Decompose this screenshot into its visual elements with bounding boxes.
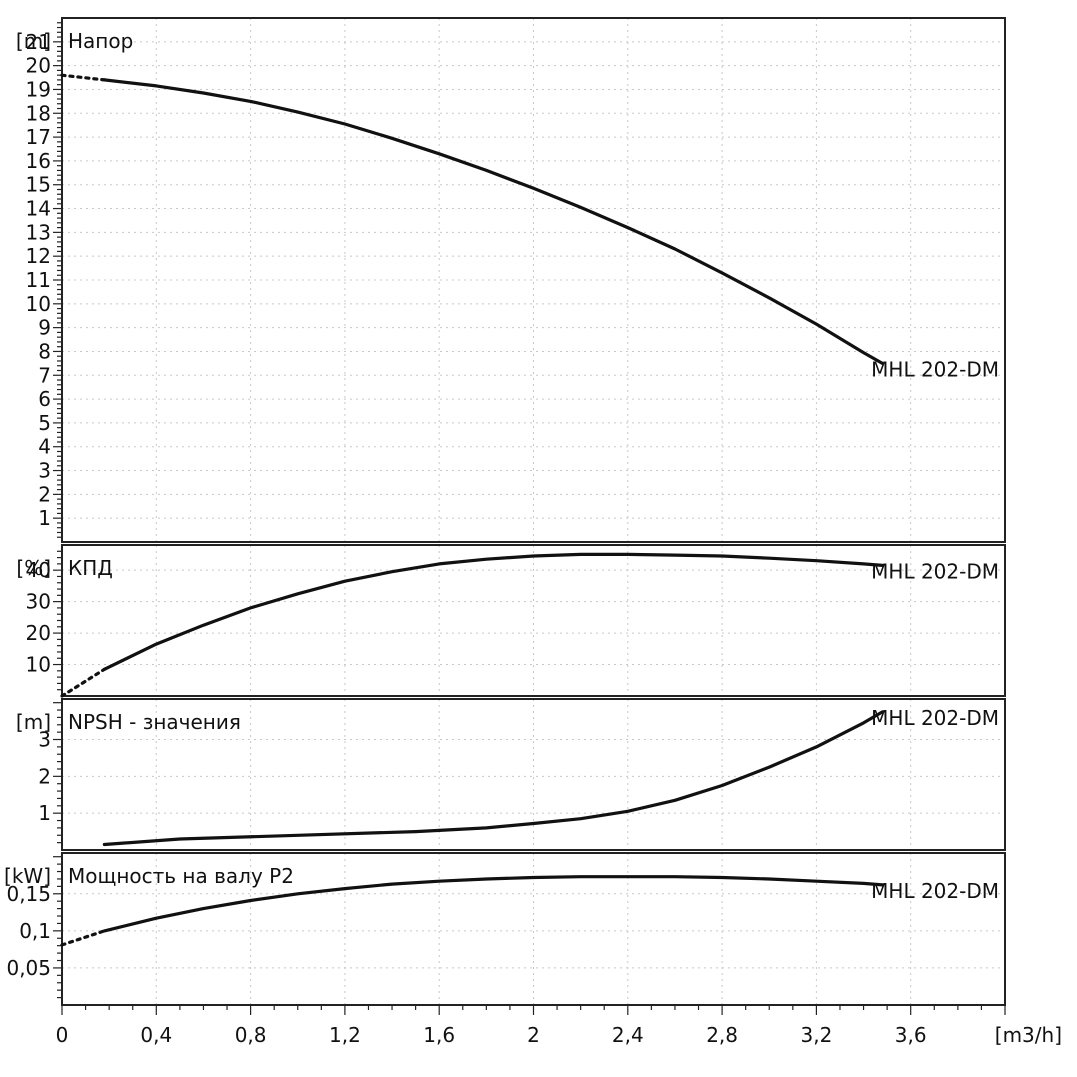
panel-2: 10 20 30 40[%] КПД MHL 202-DM [16, 544, 1006, 698]
y-tick-label: 6 [38, 387, 51, 411]
panel-frame [61, 698, 1006, 851]
y-tick-label: 16 [26, 149, 51, 173]
y-tick-label: 0,05 [6, 956, 51, 980]
y-tick-label: 3 [38, 459, 51, 483]
x-tick-label: 2,8 [706, 1023, 738, 1047]
y-tick-label: 17 [26, 125, 51, 149]
x-tick-label: 2,4 [612, 1023, 644, 1047]
y-tick-label: 3 [38, 728, 51, 752]
y-tick-label: 10 [26, 292, 51, 316]
y-tick-label: 2 [38, 764, 51, 788]
y-unit-label: [m] [16, 29, 51, 53]
y-tick-label: 11 [26, 268, 51, 292]
series-extrapolation [60, 73, 106, 82]
y-tick-label: 12 [26, 244, 51, 268]
y-tick-label: 2 [38, 482, 51, 506]
panel-title: Мощность на валу P2 [68, 864, 294, 888]
y-tick-label: 18 [26, 101, 51, 125]
y-tick-label: 13 [26, 220, 51, 244]
y-unit-label: [kW] [4, 864, 51, 888]
x-tick-label: 3,2 [800, 1023, 832, 1047]
panel-title: NPSH - значения [68, 710, 241, 734]
y-tick-label: 15 [26, 173, 51, 197]
y-tick-label: 5 [38, 411, 51, 435]
y-unit-label: [%] [16, 556, 51, 580]
y-tick-label: 1 [38, 801, 51, 825]
panel-3: 1 2 3[m] NPSH - значения MHL 202-DM [16, 698, 1006, 851]
y-tick-label: 8 [38, 339, 51, 363]
x-tick-label: 1,6 [423, 1023, 455, 1047]
series-label: MHL 202-DM [871, 879, 999, 903]
panel-4: 0,05 0,1 0,15[kW] Мощность на валу P2 MHL 20… [4, 852, 1006, 1006]
y-tick-label: 20 [26, 621, 51, 645]
x-unit-label: [m3/h] [995, 1023, 1062, 1047]
y-tick-label: 10 [26, 653, 51, 677]
x-tick-label: 2 [527, 1023, 540, 1047]
series-label: MHL 202-DM [871, 706, 999, 730]
x-tick-label: 0,4 [140, 1023, 172, 1047]
panel-title: КПД [68, 556, 113, 580]
x-tick-label: 0,8 [235, 1023, 267, 1047]
y-tick-label: 9 [38, 316, 51, 340]
x-tick-label: 3,6 [895, 1023, 927, 1047]
y-tick-label: 7 [38, 363, 51, 387]
y-tick-label: 1 [38, 506, 51, 530]
y-tick-label: 4 [38, 435, 51, 459]
panel-title: Напор [68, 29, 133, 53]
y-tick-label: 14 [26, 197, 51, 221]
x-tick-label: 1,2 [329, 1023, 361, 1047]
y-tick-label: 21 [26, 30, 51, 54]
y-tick-label: 20 [26, 54, 51, 78]
y-tick-label: 19 [26, 77, 51, 101]
y-tick-label: 30 [26, 590, 51, 614]
series-line [102, 552, 884, 671]
y-tick-label: 0,15 [6, 882, 51, 906]
series-extrapolation [60, 667, 106, 698]
series-line [102, 710, 884, 847]
series-extrapolation [60, 929, 106, 947]
x-axis: 0 0,4 0,8 1,2 1,6 2 2,4 2,8 3,2 3,6 [m3/h] [56, 1005, 1062, 1047]
series-line [102, 875, 884, 933]
series-label: MHL 202-DM [871, 559, 999, 583]
y-tick-label: 40 [26, 558, 51, 582]
x-tick-label: 0 [56, 1023, 69, 1047]
series-line [102, 78, 884, 365]
series-label: MHL 202-DM [871, 357, 999, 381]
y-unit-label: [m] [16, 710, 51, 734]
y-tick-label: 0,1 [19, 919, 51, 943]
